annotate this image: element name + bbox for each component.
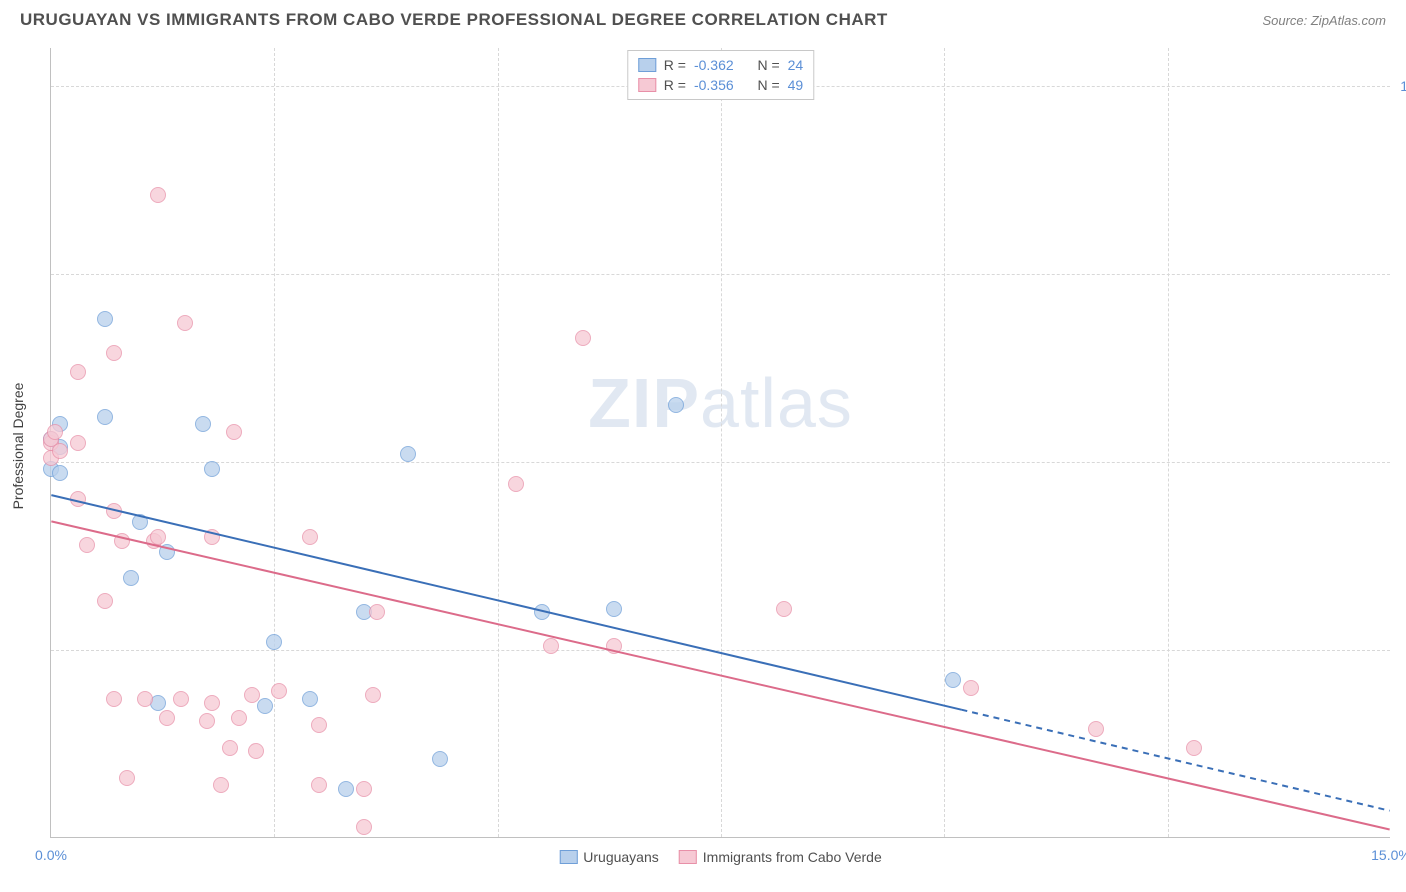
scatter-point bbox=[106, 345, 122, 361]
header: URUGUAYAN VS IMMIGRANTS FROM CABO VERDE … bbox=[0, 0, 1406, 35]
scatter-point bbox=[119, 770, 135, 786]
scatter-point bbox=[508, 476, 524, 492]
scatter-point bbox=[106, 691, 122, 707]
scatter-point bbox=[52, 443, 68, 459]
scatter-point bbox=[106, 503, 122, 519]
scatter-point bbox=[311, 777, 327, 793]
r-value: -0.362 bbox=[694, 57, 734, 73]
scatter-point bbox=[97, 593, 113, 609]
series-legend: Uruguayans Immigrants from Cabo Verde bbox=[559, 849, 881, 865]
scatter-point bbox=[137, 691, 153, 707]
x-tick-label: 15.0% bbox=[1371, 847, 1406, 863]
watermark-light: atlas bbox=[700, 364, 853, 442]
scatter-point bbox=[365, 687, 381, 703]
y-tick-label: 2.5% bbox=[1395, 642, 1406, 658]
scatter-point bbox=[248, 743, 264, 759]
legend-swatch bbox=[638, 58, 656, 72]
scatter-point bbox=[543, 638, 559, 654]
correlation-legend-row: R = -0.362 N = 24 bbox=[638, 55, 803, 75]
scatter-point bbox=[271, 683, 287, 699]
grid-line-v bbox=[274, 48, 275, 837]
scatter-point bbox=[400, 446, 416, 462]
scatter-point bbox=[311, 717, 327, 733]
series-legend-label: Immigrants from Cabo Verde bbox=[703, 849, 882, 865]
r-label: R = bbox=[664, 77, 686, 93]
scatter-point bbox=[97, 409, 113, 425]
n-value: 24 bbox=[788, 57, 804, 73]
scatter-point bbox=[204, 695, 220, 711]
legend-swatch bbox=[559, 850, 577, 864]
correlation-legend-row: R = -0.356 N = 49 bbox=[638, 75, 803, 95]
scatter-point bbox=[79, 537, 95, 553]
scatter-point bbox=[47, 424, 63, 440]
scatter-point bbox=[173, 691, 189, 707]
scatter-point bbox=[356, 781, 372, 797]
legend-swatch bbox=[638, 78, 656, 92]
y-tick-label: 10.0% bbox=[1395, 78, 1406, 94]
scatter-point bbox=[132, 514, 148, 530]
series-legend-item: Immigrants from Cabo Verde bbox=[679, 849, 882, 865]
scatter-point bbox=[70, 364, 86, 380]
scatter-point bbox=[195, 416, 211, 432]
scatter-point bbox=[70, 491, 86, 507]
n-value: 49 bbox=[788, 77, 804, 93]
series-legend-label: Uruguayans bbox=[583, 849, 659, 865]
scatter-point bbox=[534, 604, 550, 620]
scatter-point bbox=[1186, 740, 1202, 756]
scatter-point bbox=[963, 680, 979, 696]
scatter-point bbox=[213, 777, 229, 793]
scatter-point bbox=[199, 713, 215, 729]
scatter-point bbox=[575, 330, 591, 346]
scatter-point bbox=[266, 634, 282, 650]
correlation-scatter-chart: ZIPatlas 2.5%5.0%7.5%10.0%0.0%15.0%R =-0… bbox=[50, 48, 1390, 838]
scatter-point bbox=[204, 529, 220, 545]
r-label: R = bbox=[664, 57, 686, 73]
scatter-point bbox=[302, 691, 318, 707]
r-value: -0.356 bbox=[694, 77, 734, 93]
scatter-point bbox=[776, 601, 792, 617]
correlation-legend: R = -0.362 N = 24 R = -0.356 N = 49 bbox=[627, 50, 814, 100]
scatter-point bbox=[204, 461, 220, 477]
grid-line-v bbox=[721, 48, 722, 837]
scatter-point bbox=[257, 698, 273, 714]
scatter-point bbox=[338, 781, 354, 797]
scatter-point bbox=[231, 710, 247, 726]
grid-line-v bbox=[498, 48, 499, 837]
scatter-point bbox=[432, 751, 448, 767]
scatter-point bbox=[123, 570, 139, 586]
scatter-point bbox=[369, 604, 385, 620]
scatter-point bbox=[356, 819, 372, 835]
scatter-point bbox=[945, 672, 961, 688]
scatter-point bbox=[302, 529, 318, 545]
y-tick-label: 5.0% bbox=[1395, 454, 1406, 470]
grid-line-v bbox=[944, 48, 945, 837]
series-legend-item: Uruguayans bbox=[559, 849, 659, 865]
scatter-point bbox=[114, 533, 130, 549]
source-attribution: Source: ZipAtlas.com bbox=[1262, 13, 1386, 28]
n-label: N = bbox=[757, 77, 779, 93]
scatter-point bbox=[222, 740, 238, 756]
scatter-point bbox=[668, 397, 684, 413]
scatter-point bbox=[52, 465, 68, 481]
scatter-point bbox=[606, 601, 622, 617]
scatter-point bbox=[159, 544, 175, 560]
y-tick-label: 7.5% bbox=[1395, 266, 1406, 282]
n-label: N = bbox=[757, 57, 779, 73]
scatter-point bbox=[606, 638, 622, 654]
scatter-point bbox=[70, 435, 86, 451]
scatter-point bbox=[177, 315, 193, 331]
scatter-point bbox=[159, 710, 175, 726]
x-tick-label: 0.0% bbox=[35, 847, 67, 863]
scatter-point bbox=[150, 187, 166, 203]
scatter-point bbox=[1088, 721, 1104, 737]
scatter-point bbox=[226, 424, 242, 440]
grid-line-v bbox=[1168, 48, 1169, 837]
scatter-point bbox=[97, 311, 113, 327]
scatter-point bbox=[244, 687, 260, 703]
chart-title: URUGUAYAN VS IMMIGRANTS FROM CABO VERDE … bbox=[20, 10, 888, 30]
legend-swatch bbox=[679, 850, 697, 864]
scatter-point bbox=[150, 529, 166, 545]
y-axis-label: Professional Degree bbox=[10, 383, 26, 510]
